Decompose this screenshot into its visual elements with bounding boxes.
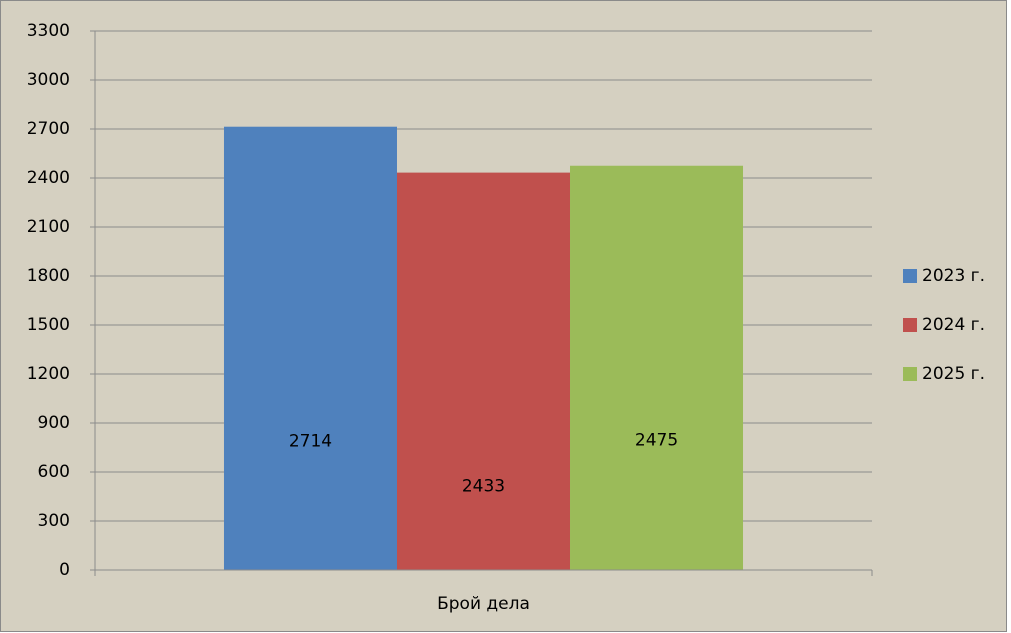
- data-label: 2475: [635, 431, 678, 451]
- bar: [223, 126, 397, 571]
- data-label: 2433: [462, 477, 505, 497]
- legend-swatch: [903, 367, 917, 381]
- y-tick-label: 2400: [27, 168, 70, 188]
- y-tick-label: 3000: [27, 70, 70, 90]
- legend-label: 2025 г.: [922, 364, 985, 384]
- y-tick-label: 3300: [27, 21, 70, 41]
- legend-swatch: [903, 318, 917, 332]
- legend-label: 2024 г.: [922, 315, 985, 335]
- y-tick-label: 0: [59, 560, 70, 580]
- y-tick-label: 1800: [27, 266, 70, 286]
- bar: [396, 172, 571, 571]
- y-tick-label: 2700: [27, 119, 70, 139]
- y-tick-label: 2100: [27, 217, 70, 237]
- legend-swatch: [903, 269, 917, 283]
- data-label: 2714: [289, 431, 332, 451]
- y-tick-label: 900: [38, 413, 70, 433]
- y-tick-label: 600: [38, 462, 70, 482]
- y-tick-label: 1200: [27, 364, 70, 384]
- y-tick-label: 1500: [27, 315, 70, 335]
- x-tick-label: Брой дела: [437, 594, 530, 614]
- y-tick-label: 300: [38, 511, 70, 531]
- legend-label: 2023 г.: [922, 266, 985, 286]
- bar: [570, 165, 744, 570]
